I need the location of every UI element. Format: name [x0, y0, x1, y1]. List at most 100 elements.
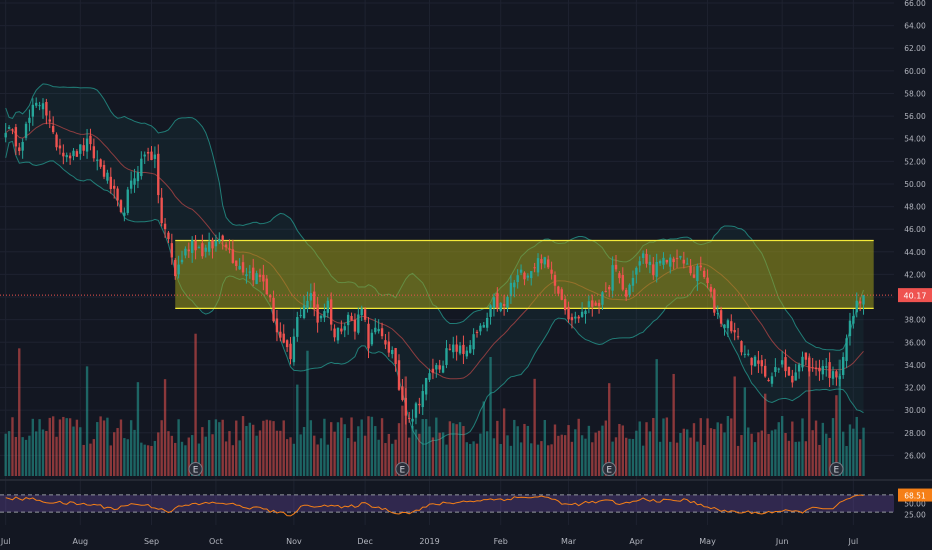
- candle-body: [18, 147, 21, 151]
- volume-bar: [319, 438, 323, 476]
- volume-bar: [51, 416, 55, 476]
- volume-bar: [204, 436, 207, 476]
- volume-bar: [265, 419, 268, 476]
- volume-bar: [753, 442, 757, 476]
- volume-bar: [757, 432, 760, 476]
- time-tick-label: Nov: [286, 537, 302, 546]
- volume-bar: [740, 435, 743, 476]
- volume-bar: [825, 433, 828, 476]
- price-axis[interactable]: 26.00 28.00 30.00 32.00 34.00 36.00 38.00 42.00…: [904, 0, 926, 460]
- candle-body: [808, 357, 811, 372]
- volume-bar: [726, 416, 730, 476]
- volume-bar: [326, 444, 329, 476]
- candle-body: [160, 197, 163, 224]
- volume-bar: [770, 430, 774, 476]
- volume-bar: [750, 433, 753, 476]
- time-tick-label: Oct: [209, 537, 223, 546]
- volume-bar: [730, 418, 733, 476]
- volume-bar: [591, 442, 594, 476]
- volume-bar: [618, 423, 621, 476]
- candle-body: [92, 146, 96, 159]
- volume-bar: [479, 433, 482, 476]
- price-tick-label: 32.00: [904, 384, 926, 393]
- candle-body: [401, 386, 404, 400]
- volume-bar: [346, 438, 350, 476]
- volume-bar: [652, 417, 655, 476]
- candle-body: [211, 240, 214, 249]
- candle-body: [197, 247, 201, 249]
- volume-bar: [116, 428, 119, 476]
- candle-body: [174, 259, 177, 277]
- candle-body: [601, 292, 604, 305]
- candlesticks[interactable]: [4, 97, 865, 429]
- candle-body: [455, 344, 458, 352]
- candle-body: [801, 356, 804, 368]
- candle-body: [835, 371, 838, 378]
- price-tick-label: 64.00: [904, 22, 926, 31]
- candle-body: [855, 300, 858, 313]
- volume-bar: [248, 422, 252, 476]
- candle-body: [675, 257, 679, 259]
- volume-bar: [323, 418, 326, 476]
- volume-bar: [536, 444, 540, 476]
- volume-bar: [736, 445, 740, 476]
- candle-body: [157, 153, 160, 196]
- candle-body: [282, 333, 285, 343]
- volume-bar: [716, 422, 719, 476]
- candle-body: [387, 341, 391, 353]
- candle-body: [716, 313, 719, 315]
- price-tick-label: 60.00: [904, 67, 926, 76]
- volume-bar: [601, 425, 604, 476]
- candle-body: [136, 172, 140, 182]
- candle-body: [126, 189, 129, 213]
- candle-body: [65, 155, 68, 158]
- volume-bar: [743, 387, 747, 476]
- candle-body: [346, 314, 350, 326]
- candle-body: [638, 261, 641, 266]
- candle-body: [747, 353, 750, 355]
- volume-bar: [14, 436, 18, 476]
- candle-body: [384, 340, 387, 345]
- candle-body: [513, 282, 516, 288]
- volume-bar: [211, 434, 214, 476]
- current-price-label: 40.17: [904, 292, 927, 301]
- candle-body: [238, 265, 241, 270]
- candle-body: [296, 317, 299, 337]
- candle-body: [530, 271, 533, 279]
- time-tick-label: Mar: [561, 537, 577, 546]
- candle-body: [272, 297, 275, 322]
- candle-body: [560, 289, 563, 300]
- volume-bar: [123, 438, 126, 476]
- candle-body: [489, 305, 492, 317]
- volume-bar: [719, 423, 723, 476]
- candle-body: [360, 308, 363, 316]
- volume-bar: [62, 416, 65, 476]
- volume-bar: [855, 416, 858, 476]
- candle-body: [665, 259, 669, 263]
- candle-body: [221, 235, 224, 241]
- volume-bar: [747, 427, 750, 476]
- volume-bar: [174, 442, 177, 476]
- candle-body: [391, 350, 394, 355]
- candle-body: [424, 377, 428, 395]
- candle-body: [706, 277, 709, 284]
- volume-bar: [791, 421, 794, 476]
- candle-body: [553, 275, 557, 286]
- volume-bar: [252, 424, 255, 476]
- volume-bar: [391, 443, 394, 476]
- volume-bar: [407, 437, 411, 476]
- price-tick-label: 50.00: [904, 180, 926, 189]
- volume-bar: [146, 445, 150, 476]
- candle-body: [519, 269, 523, 273]
- candle-body: [245, 274, 248, 276]
- volume-bar: [228, 431, 231, 476]
- candle-body: [784, 357, 787, 372]
- volume-bar: [187, 437, 190, 476]
- candle-body: [435, 365, 438, 370]
- time-axis[interactable]: Jul Aug Sep Oct Nov Dec 2019 Feb Mar Apr May Jun Jul: [0, 537, 858, 546]
- volume-bar: [448, 421, 452, 476]
- volume-bar: [24, 439, 28, 476]
